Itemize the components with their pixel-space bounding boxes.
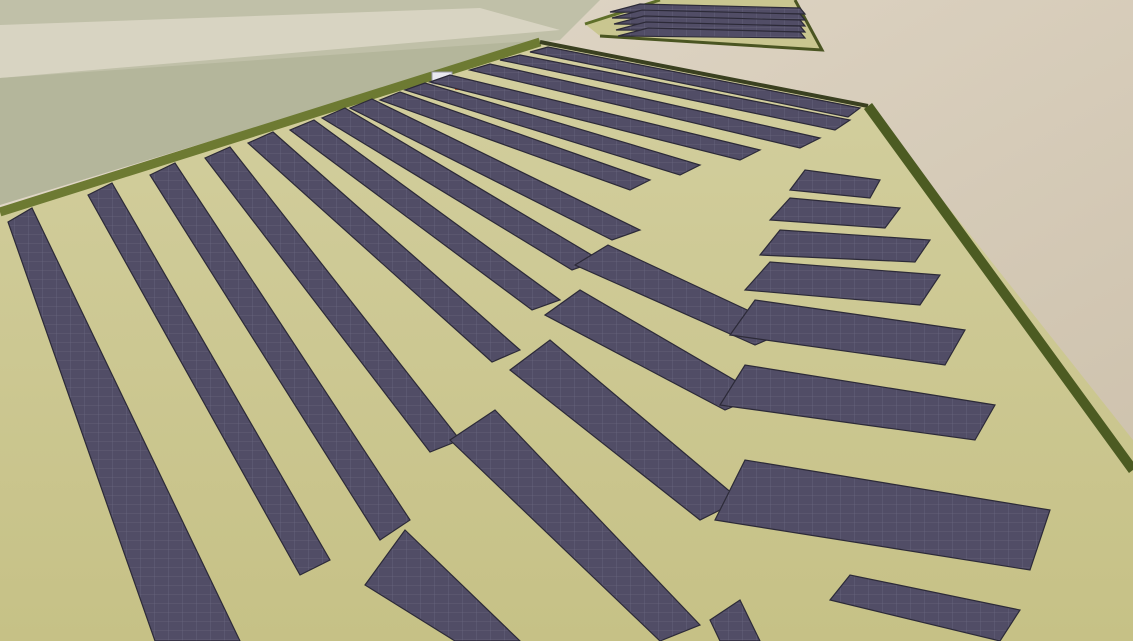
far-plot-hedge-east: [599, 0, 825, 52]
panel-row-center-2: [449, 409, 702, 641]
panel-row-left-6: [288, 119, 562, 311]
panel-row-right-9: [828, 574, 1021, 641]
panel-row-right-3: [728, 299, 966, 366]
panel-row-left-1: [7, 207, 241, 641]
hedge-north: [539, 40, 869, 108]
panel-row-far-5: [617, 27, 807, 39]
panel-row-right-1: [714, 459, 1051, 571]
panel-row-right-5: [758, 229, 932, 263]
panel-row-right-4: [743, 261, 942, 306]
panel-row-upper-5: [499, 54, 852, 131]
panel-row-right-6: [768, 197, 902, 229]
panel-row-left-8: [348, 98, 642, 241]
panel-row-upper-3: [427, 74, 762, 161]
panel-row-left-2: [87, 182, 331, 576]
panel-row-upper-6: [529, 46, 862, 118]
panel-row-right-8: [709, 599, 761, 641]
panel-row-upper-1: [378, 91, 652, 191]
hedge-north-west: [0, 37, 542, 217]
panel-row-right-7: [788, 169, 881, 199]
panel-row-left-3: [149, 162, 411, 541]
panel-row-upper-4: [467, 63, 822, 149]
green-field-left: [0, 40, 545, 205]
panel-row-left-5: [246, 131, 522, 363]
panel-row-upper-2: [403, 82, 702, 176]
panel-row-right-2: [718, 364, 996, 441]
panel-layer: [7, 3, 1051, 641]
hedge-east: [863, 103, 1133, 473]
dirt-road: [0, 8, 560, 78]
panel-row-center-1: [364, 529, 521, 641]
